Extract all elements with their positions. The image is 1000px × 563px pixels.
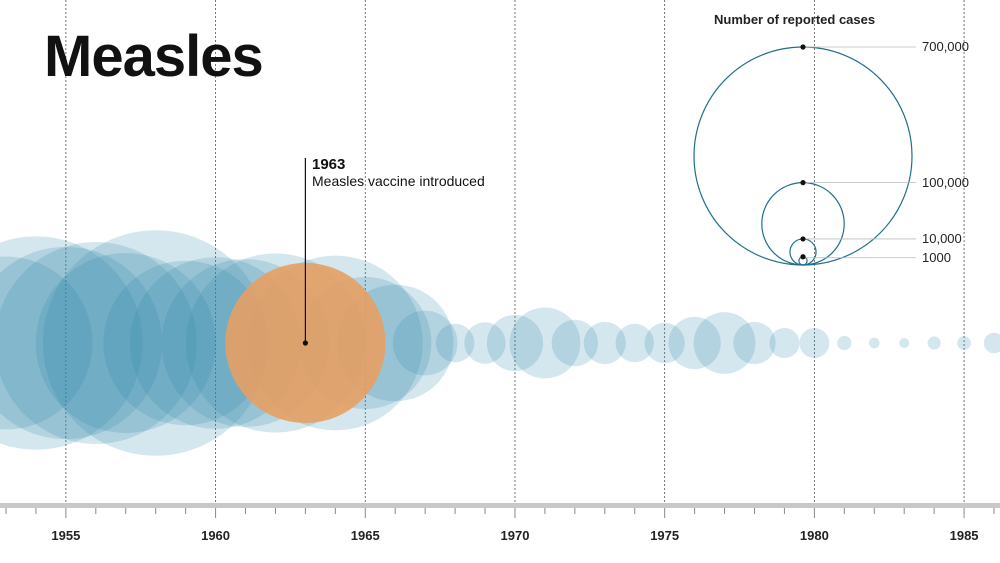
annotation-text: Measles vaccine introduced xyxy=(312,173,485,189)
legend-label-1000: 1000 xyxy=(922,249,951,265)
vaccine-highlight xyxy=(225,158,386,424)
chart-title: Measles xyxy=(44,24,264,89)
tick-label-1985: 1985 xyxy=(950,528,979,543)
tick-label-1970: 1970 xyxy=(501,528,530,543)
tick-label-1960: 1960 xyxy=(201,528,230,543)
axis-bar xyxy=(0,503,1000,508)
bubble-1981 xyxy=(837,335,852,351)
bubble-1985 xyxy=(957,336,971,350)
bubble-1959 xyxy=(103,260,268,426)
tick-label-1980: 1980 xyxy=(800,528,829,543)
legend-label-700000: 700,000 xyxy=(922,39,969,54)
legend-circle-10000 xyxy=(789,238,817,266)
legend-dot-700000 xyxy=(800,44,806,50)
legend-dot-1000 xyxy=(800,254,806,260)
bubble-1980 xyxy=(799,328,830,358)
tick-label-1955: 1955 xyxy=(51,528,80,543)
bubble-1968 xyxy=(435,323,475,363)
x-axis: 1955 1960 1965 1970 1975 1980 1985 xyxy=(0,503,1000,543)
bubble-1958 xyxy=(42,230,269,456)
tick-label-1975: 1975 xyxy=(650,528,679,543)
legend-title: Number of reported cases xyxy=(714,12,876,27)
bubble-1982 xyxy=(868,337,880,349)
bubble-1984 xyxy=(927,336,941,350)
bubble-1986 xyxy=(983,332,1000,354)
bubble-1973 xyxy=(583,321,626,365)
bubble-1953 xyxy=(0,256,93,430)
bubble-1976 xyxy=(668,316,721,370)
bubble-1977 xyxy=(693,312,756,374)
annotation-year: 1963 xyxy=(312,156,346,173)
bubble-1957 xyxy=(35,253,216,433)
case-bubbles xyxy=(0,230,1000,456)
legend-dot-100000 xyxy=(800,180,806,186)
legend-dot-10000 xyxy=(800,236,806,242)
annotation-dot xyxy=(302,340,308,346)
legend-label-100000: 100,000 xyxy=(922,174,969,190)
bubble-1983 xyxy=(899,338,910,348)
size-legend xyxy=(693,44,916,266)
bubble-1979 xyxy=(769,327,800,359)
vertical-gridlines xyxy=(65,0,965,506)
tick-label-1965: 1965 xyxy=(351,528,380,543)
bubble-1975 xyxy=(644,322,685,364)
bubble-1970 xyxy=(486,314,544,372)
bubble-1955 xyxy=(0,246,163,440)
bubble-1972 xyxy=(551,319,599,367)
legend-label-10000: 10,000 xyxy=(922,230,962,246)
bubble-1954 xyxy=(0,236,143,450)
bubble-1971 xyxy=(509,307,581,379)
bubble-1967 xyxy=(392,310,458,376)
bubble-1969 xyxy=(464,322,506,364)
bubble-1974 xyxy=(615,323,654,363)
legend-circle-700000 xyxy=(693,46,913,266)
bubble-1978 xyxy=(733,321,776,365)
bubble-1956 xyxy=(0,242,197,444)
legend-circle-100000 xyxy=(761,182,845,266)
